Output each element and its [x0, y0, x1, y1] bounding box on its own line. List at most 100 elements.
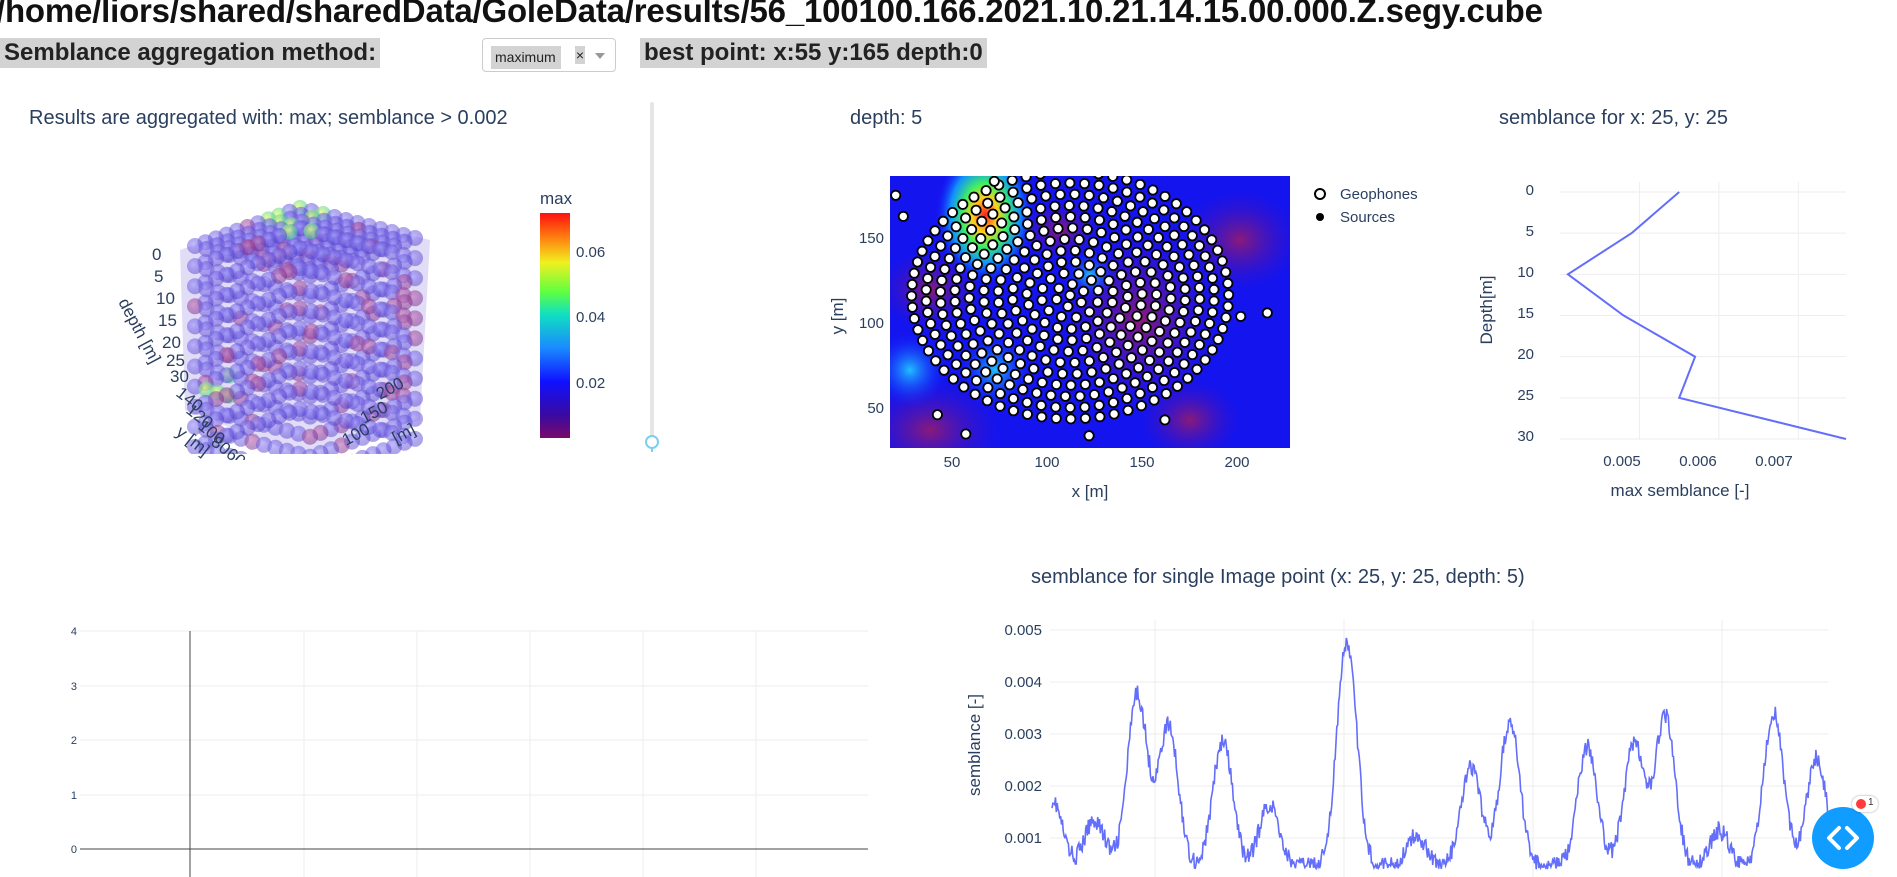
geophone-marker	[929, 328, 941, 340]
geophone-marker	[994, 388, 1006, 400]
geophone-marker	[930, 355, 942, 367]
geophone-marker	[950, 221, 962, 233]
cube-voxel	[251, 453, 254, 454]
geophone-marker	[1261, 307, 1273, 319]
geophone-marker	[1134, 277, 1146, 289]
geophone-marker	[996, 217, 1008, 229]
geophone-marker	[1220, 266, 1232, 278]
y-tick: 10	[1517, 264, 1534, 281]
geophone-marker	[1031, 267, 1043, 279]
geophone-marker	[960, 328, 972, 340]
cube-voxel	[290, 445, 307, 454]
geophone-marker	[1087, 236, 1099, 248]
geophone-marker	[996, 307, 1008, 319]
debug-menu-button[interactable]	[1812, 807, 1874, 869]
empty-plot[interactable]: 4 3 2 1 0	[60, 620, 880, 877]
geophone-marker	[1105, 321, 1117, 333]
geophone-marker	[1147, 184, 1159, 196]
slider-handle[interactable]	[645, 435, 659, 449]
geophone-marker	[1198, 224, 1210, 236]
cube-3d-plot[interactable]: 0 5 10 15 20 25 30 depth [m] 140 120 100…	[100, 190, 580, 460]
geophone-marker	[1140, 321, 1152, 333]
geophone-marker	[1066, 323, 1078, 335]
cube-voxel	[365, 446, 381, 454]
depth-slider[interactable]	[642, 100, 662, 460]
geophone-marker	[1160, 388, 1172, 400]
geophone-marker	[1157, 259, 1169, 271]
geophone-marker	[1107, 182, 1119, 194]
aggregation-method-label: Semblance aggregation method:	[0, 38, 381, 68]
geophone-marker	[1158, 374, 1170, 386]
geophone-marker	[980, 273, 992, 285]
time-plot-y-axis: 0.005 0.004 0.003 0.002 0.001 semblance …	[965, 622, 1042, 847]
slider-track[interactable]	[650, 102, 654, 444]
geophone-marker	[1036, 411, 1048, 423]
geophone-marker	[1040, 354, 1052, 366]
map-plot[interactable]: 50 100 150 200 x [m] 150 100 50 y [m] Ge…	[810, 170, 1430, 510]
geophone-marker	[1120, 279, 1132, 291]
geophone-marker	[1168, 251, 1180, 263]
cube-voxel	[355, 449, 370, 454]
time-series-plot[interactable]: 0.005 0.004 0.003 0.002 0.001 semblance …	[950, 615, 1830, 877]
geophone-marker	[999, 202, 1011, 214]
geophone-marker	[1093, 376, 1105, 388]
y-axis-label: y [m]	[828, 298, 847, 335]
geophone-marker	[966, 242, 978, 254]
geophone-marker	[1056, 368, 1068, 380]
geophone-marker	[1054, 188, 1066, 200]
geophone-marker	[974, 325, 986, 337]
error-count-badge[interactable]: 1	[1852, 796, 1878, 812]
geophone-marker	[1083, 355, 1095, 367]
geophone-marker	[951, 307, 963, 319]
geophone-marker	[1063, 199, 1075, 211]
geophone-marker	[988, 176, 1000, 187]
geophone-marker	[964, 280, 976, 292]
geophone-marker	[1074, 390, 1086, 402]
geophone-marker	[952, 340, 964, 352]
geophone-marker	[943, 253, 955, 265]
map-legend[interactable]: Geophones Sources	[1314, 186, 1418, 226]
geophone-marker	[1021, 335, 1033, 347]
geophone-marker	[1037, 283, 1049, 295]
geophone-marker	[1026, 350, 1038, 362]
geophone-marker	[1095, 227, 1107, 239]
geophone-marker	[1050, 378, 1062, 390]
geophone-marker	[1212, 244, 1224, 256]
geophone-marker	[1146, 335, 1158, 347]
geophone-marker	[1114, 312, 1126, 324]
geophone-marker	[951, 273, 963, 285]
geophone-marker	[1107, 176, 1119, 182]
clear-selection-icon[interactable]: ×	[575, 46, 585, 64]
geophone-marker	[975, 233, 987, 245]
geophone-marker	[1083, 247, 1095, 259]
geophone-marker	[1169, 327, 1181, 339]
geophone-marker	[992, 252, 1004, 264]
geophone-marker	[969, 388, 981, 400]
aggregation-method-dropdown[interactable]: maximum ×	[482, 38, 616, 72]
geophone-marker	[960, 367, 972, 379]
geophone-marker	[1055, 245, 1067, 257]
geophone-marker	[1193, 339, 1205, 351]
geophone-marker	[1022, 218, 1034, 230]
geophone-marker	[1108, 232, 1120, 244]
geophone-marker	[1120, 238, 1132, 250]
geophone-marker	[997, 362, 1009, 374]
empty-plot-y-axis: 4 3 2 1 0	[71, 626, 77, 856]
geophone-marker	[976, 347, 988, 359]
depth-profile-plot[interactable]: 0 5 10 15 20 25 30 Depth[m] 0.005 0.006 …	[1470, 170, 1870, 510]
geophone-marker	[1065, 413, 1077, 425]
geophone-marker	[906, 301, 918, 313]
geophone-marker	[1020, 176, 1032, 183]
geophone-marker	[1092, 202, 1104, 214]
geophone-marker	[1040, 190, 1052, 202]
page-title: /home/liors/shared/sharedData/GoleData/r…	[0, 0, 1543, 29]
cube-voxel	[312, 445, 329, 454]
geophone-marker	[912, 256, 924, 268]
geophone-marker	[1159, 414, 1171, 426]
depth-tick: 10	[156, 289, 175, 308]
chevron-down-icon[interactable]	[595, 53, 605, 59]
geophone-marker	[1116, 382, 1128, 394]
map-x-axis: 50 100 150 200 x [m]	[944, 454, 1250, 501]
geophone-marker	[1177, 306, 1189, 318]
geophone-marker	[986, 318, 998, 330]
